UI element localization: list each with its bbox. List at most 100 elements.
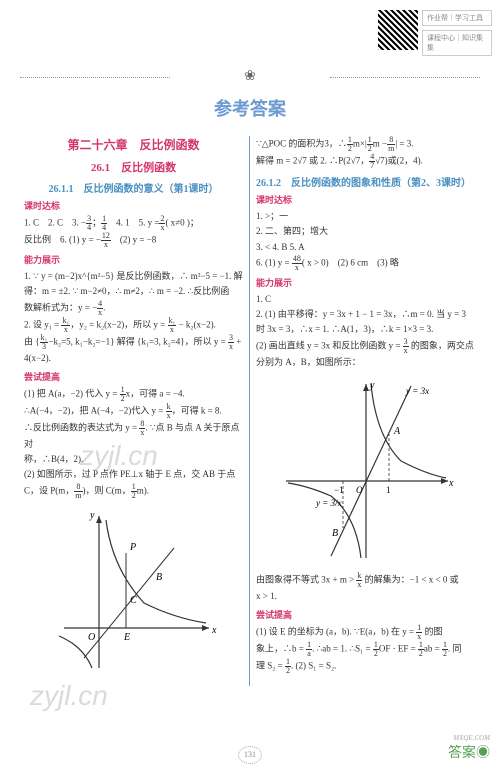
t: 理 S₂ = [256,661,285,671]
left-column: 第二十六章 反比例函数 26.1 反比例函数 26.1.1 反比例函数的意义（第… [18,136,250,686]
section-title: 26.1 反比例函数 [24,159,243,175]
text-line: (1) 把 A(a，−2) 代入 y = 12x，可得 a = −4. [24,386,243,403]
category-nengli: 能力展示 [24,253,243,266]
text-line: 反比例 6. (1) y = −12x (2) y = −8 [24,232,243,249]
t: 6. (1) y = [256,257,292,267]
t: | = 3. [395,139,413,149]
text-line: 数解析式为：y = −4x. [24,300,243,317]
text-line: (1) 设 E 的坐标为 (a，b). ∵E(a，b) 在 y = 1x 的图 [256,624,476,641]
t: . ∴ab = 1. ∴S₁ = [312,644,373,654]
text-line: 解得 m = 2√7 或 2. ∴P(2√7，47√7)或(2，4). [256,153,476,170]
svg-text:y: y [89,510,95,521]
t: . (2) S₁ = S₂. [291,661,336,671]
t: 象上，∴b = [256,644,306,654]
text-line: 分别为 A，B，如图所示： [256,355,476,370]
svg-text:y = 3x: y = 3x [405,386,429,396]
text-line: 1. C [256,292,476,307]
content-columns: 第二十六章 反比例函数 26.1 反比例函数 26.1.1 反比例函数的意义（第… [0,136,500,686]
svg-text:x: x [448,478,454,489]
t: 由 [24,336,35,346]
frac: 34 [86,215,92,232]
t: x，可得 a = −4. [126,388,185,398]
frac: 12x [101,232,111,249]
frac: k₁x [61,317,70,334]
t: . [103,302,105,312]
t: ，所以 y = [185,336,228,346]
t: 的图 [422,627,442,637]
text-line: 象上，∴b = 1a. ∴ab = 1. ∴S₁ = 12OF · EF = 1… [256,641,476,658]
answer-title: 参考答案 [0,95,500,121]
t: m − [373,139,387,149]
subsection-title-right: 26.1.2 反比例函数的图象和性质（第2、3课时） [256,174,476,189]
qr-code [378,10,418,50]
t: 的图象，两交点 [409,340,474,350]
t: 解得 [115,336,138,346]
t: (1) 设 E 的坐标为 (a，b). ∵E(a，b) 在 y = [256,627,416,637]
svg-text:−1: −1 [334,485,344,495]
t: 由图象得不等式 3x + m > [256,575,356,585]
category: 尝试提高 [256,608,476,621]
t: m×| [353,139,367,149]
text-line: 时 3x = 3，∴x = 1. ∴A(1，3)，∴k = 1×3 = 3. [256,322,476,337]
t: . 同 [448,644,462,654]
t: 4. 1 5. y = [107,218,159,228]
divider-ornament: ❀ [0,68,500,85]
svg-text:y: y [369,380,375,391]
t: 1. C 2. C 3. − [24,218,86,228]
frac: 8m [74,483,82,500]
t: ∴A(−4，−2)，把 A(−4，−2)代入 y = [24,405,166,415]
svg-text:1: 1 [386,485,391,495]
t: 反比例 6. (1) y = − [24,235,101,245]
page-number: 131 [238,746,262,764]
t: (1) 把 A(a，−2) 代入 y = [24,388,120,398]
category-keshi: 课时达标 [24,199,243,212]
t: ab = [424,644,442,654]
text-line: 由 {k₁3−k₂=5, k₁−k₂=−1} 解得 {k₁=3, k₂=4}，所… [24,334,243,366]
t: m). [137,485,149,495]
header-labels: 作业帮｜学习工具 课程中心｜知识集集 [422,10,492,60]
svg-text:C: C [130,595,137,606]
t: ( x≠0 )； [165,218,198,228]
svg-text:x: x [211,625,217,636]
text-line: ∴A(−4，−2)，把 A(−4，−2)代入 y = kx，可得 k = 8. [24,403,243,420]
svg-text:B: B [332,528,338,539]
header-label-1: 作业帮｜学习工具 [422,10,492,26]
text-line: 3. < 4. B 5. A [256,240,476,255]
text-line: 1. >；一 [256,209,476,224]
t: (2) 画出直线 y = 3x 和反比例函数 y = [256,340,403,350]
footer-badge: 答案◉ [448,742,490,762]
text-line: (2) 如图所示，过 P 点作 PE⊥x 轴于 E 点，交 AB 于点 [24,467,243,482]
t: ，可得 k = 8. [172,405,222,415]
svg-text:O: O [88,632,95,643]
svg-text:B: B [156,572,162,583]
text-line: ∴反比例函数的表达式为 y = 8x. ∵点 B 与点 A 关于原点对 [24,420,243,452]
t: )，则 C(m， [83,485,131,495]
t: ∵△POC 的面积为3，∴ [256,139,347,149]
text-line: C，设 P(m，8m)，则 C(m，12m). [24,483,243,500]
t: ∴反比例函数的表达式为 y = [24,422,139,432]
text-line: (2) 画出直线 y = 3x 和反比例函数 y = 3x 的图象，两交点 [256,338,476,355]
svg-text:O: O [356,485,363,495]
t: 的解集为：−1 < x < 0 或 [362,575,458,585]
text-line: 2. 二、第四；增大 [256,224,476,239]
text-line: 2. (1) 由平移得：y = 3x + 1 − 1 = 3x，∴m = 0. … [256,307,476,322]
frac: 48x [292,255,302,272]
chart-1: P B C E O x y [44,508,224,678]
text-line: x > 1. [256,589,476,604]
text-line: 由图象得不等式 3x + m > kx 的解集为：−1 < x < 0 或 [256,572,476,589]
text-line: 2. 设 y₁ = k₁x，y₂ = k₂(x−2)，所以 y = k₁x − … [24,317,243,334]
chart-2: A B O −1 1 x y y = 3x y = 3/x [276,376,456,566]
t: √7)或(2，4). [375,156,423,166]
t: 数解析式为：y = − [24,302,97,312]
text-line: ∵△POC 的面积为3，∴12m×|12m −8m| = 3. [256,136,476,153]
svg-text:y = 3/x: y = 3/x [315,498,342,508]
text-line: 理 S₂ = 12. (2) S₁ = S₂. [256,658,476,675]
frac: k₁x [168,317,177,334]
t: OF · EF = [379,644,418,654]
text-line: 6. (1) y = 48x( x > 0) (2) 6 cm (3) 略 [256,255,476,272]
t: 2. 设 y₁ = [24,319,61,329]
category: 课时达标 [256,193,476,206]
category: 能力展示 [256,276,476,289]
t: 解得 m = 2√7 或 2. ∴P(2√7， [256,156,369,166]
chapter-title: 第二十六章 反比例函数 [24,136,243,153]
